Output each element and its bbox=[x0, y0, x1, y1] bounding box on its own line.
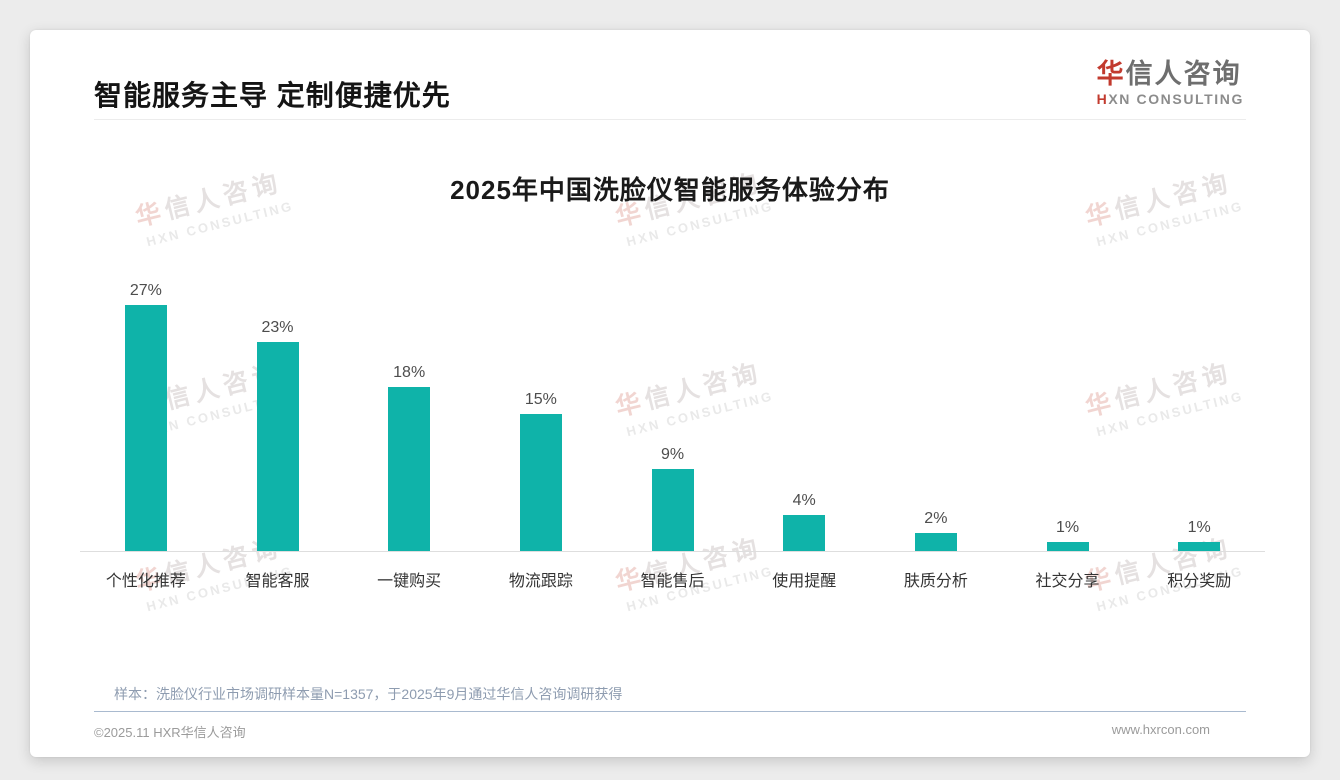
category-axis: 个性化推荐 智能客服 一键购买 物流跟踪 智能售后 使用提醒 肤质分析 社交分享 积分奖励 bbox=[80, 567, 1265, 591]
category-label: 个性化推荐 bbox=[105, 573, 186, 590]
page-title: 智能服务主导 定制便捷优先 bbox=[94, 80, 451, 111]
bar-value-label: 9% bbox=[660, 446, 685, 463]
bar-value-label: 2% bbox=[924, 510, 948, 527]
bar-column: 2% bbox=[870, 510, 1002, 551]
header-divider bbox=[94, 119, 1246, 120]
bar-value-label: 4% bbox=[792, 492, 816, 509]
footer-divider bbox=[94, 711, 1246, 712]
bar bbox=[256, 342, 299, 551]
bar-column: 23% bbox=[212, 319, 344, 551]
logo-english-name: HXN CONSULTING bbox=[1097, 91, 1244, 107]
slide-card: 华信人咨询 HXN CONSULTING 华信人咨询 HXN CONSULTING 华信… bbox=[30, 30, 1310, 757]
bar bbox=[1178, 542, 1221, 551]
logo-chinese-name: 华信人咨询 bbox=[1096, 59, 1244, 90]
bar-value-label: 1% bbox=[1055, 519, 1080, 536]
bar-column: 1% bbox=[1002, 519, 1134, 551]
chart-title: 2025年中国洗脸仪智能服务体验分布 bbox=[450, 175, 890, 205]
bar bbox=[914, 533, 957, 551]
bar-column: 27% bbox=[80, 282, 212, 551]
bar-column: 9% bbox=[607, 446, 739, 551]
bar-value-label: 18% bbox=[393, 364, 426, 381]
bar bbox=[783, 515, 826, 551]
plot-area: 27% 23% 18% 15% 9% 4% 2% 1% 1% bbox=[80, 271, 1265, 551]
category-label: 智能售后 bbox=[640, 573, 705, 590]
bar bbox=[519, 414, 562, 551]
bar-column: 18% bbox=[343, 364, 475, 551]
bar-value-label: 15% bbox=[524, 391, 557, 408]
bar-column: 1% bbox=[1133, 519, 1265, 551]
bar-value-label: 1% bbox=[1187, 519, 1211, 536]
category-label: 肤质分析 bbox=[903, 573, 968, 590]
logo-english-accent: H bbox=[1096, 90, 1109, 107]
slide-content: 智能服务主导 定制便捷优先 华信人咨询 HXN CONSULTING 2025年… bbox=[30, 30, 1310, 757]
logo-chinese-accent: 华 bbox=[1096, 59, 1126, 89]
category-label: 物流跟踪 bbox=[508, 573, 573, 590]
website-text: www.hxrcon.com bbox=[1111, 722, 1210, 737]
sample-note: 样本：洗脸仪行业市场调研样本量N=1357，于2025年9月通过华信人咨询调研获… bbox=[114, 686, 623, 702]
logo-english-rest: XN CONSULTING bbox=[1108, 90, 1244, 107]
category-label: 社交分享 bbox=[1035, 573, 1100, 590]
x-axis-line bbox=[80, 551, 1265, 552]
bar bbox=[124, 305, 167, 551]
bar bbox=[651, 469, 694, 551]
bar bbox=[1046, 542, 1089, 551]
category-label: 使用提醒 bbox=[772, 573, 837, 590]
bar-column: 15% bbox=[475, 391, 607, 551]
logo-chinese-rest: 信人咨询 bbox=[1125, 59, 1242, 89]
category-label: 一键购买 bbox=[377, 573, 442, 590]
copyright-text: ©2025.11 HXR华信人咨询 bbox=[94, 725, 246, 740]
bar-value-label: 27% bbox=[129, 282, 162, 299]
company-logo: 华信人咨询 HXN CONSULTING bbox=[1096, 59, 1244, 107]
category-label: 智能客服 bbox=[245, 573, 310, 590]
bar-column: 4% bbox=[738, 492, 870, 551]
bar bbox=[388, 387, 431, 551]
bar-value-label: 23% bbox=[261, 319, 294, 336]
category-label: 积分奖励 bbox=[1167, 573, 1232, 590]
